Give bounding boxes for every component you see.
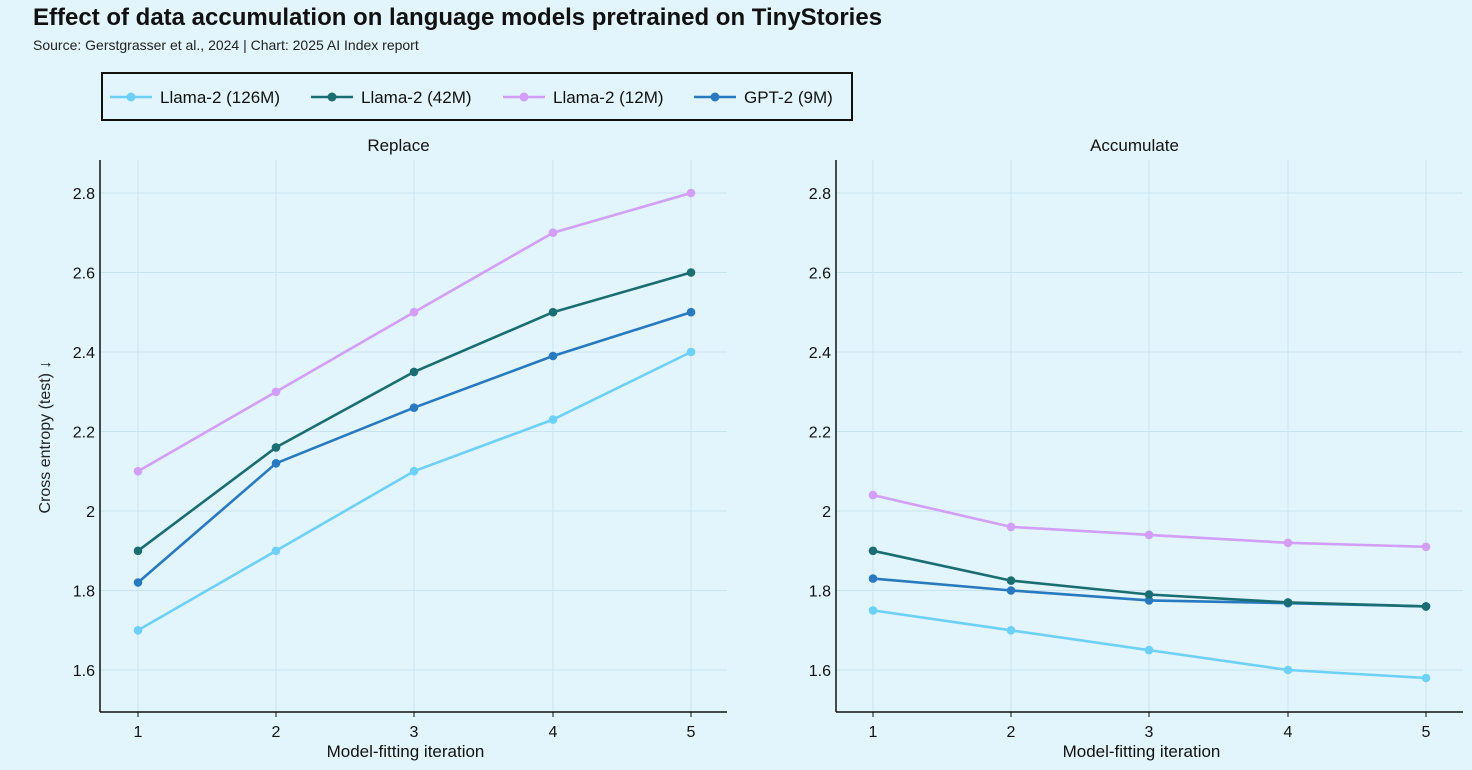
y-tick-label: 2.8	[809, 186, 831, 203]
series-gpt-2-9m	[133, 307, 696, 587]
y-tick-label: 2.8	[73, 186, 95, 203]
series-llama-2-126m	[868, 606, 1431, 683]
legend-label-llama-2-12m: Llama-2 (12M)	[553, 88, 664, 107]
data-point-gpt-2-9m	[409, 403, 419, 413]
legend: Llama-2 (126M) Llama-2 (42M) Llama-2 (12M)…	[101, 72, 853, 121]
legend-item-llama-2-126m: Llama-2 (126M)	[110, 88, 280, 107]
data-point-llama-2-126m	[271, 546, 281, 556]
data-point-llama-2-12m	[1421, 542, 1431, 552]
data-point-llama-2-12m	[1006, 522, 1016, 532]
data-point-llama-2-12m	[1283, 538, 1293, 548]
y-tick-label: 2.2	[73, 425, 95, 442]
legend-label-llama-2-42m: Llama-2 (42M)	[361, 88, 472, 107]
data-point-llama-2-126m	[1144, 645, 1154, 655]
panel-title: Replace	[367, 136, 429, 155]
legend-marker-llama-2-42m	[327, 92, 337, 102]
data-point-gpt-2-9m	[133, 578, 143, 587]
data-point-gpt-2-9m	[1006, 586, 1016, 595]
replace-panel: Replace 1.6 1.8 2 2.2 2.4 2.6 2.8 1 2 3 4 5 Model-fit…	[73, 136, 727, 761]
x-tick-label: 2	[1007, 724, 1016, 741]
data-point-llama-2-126m	[868, 606, 878, 615]
legend-item-gpt-2-9m: GPT-2 (9M)	[694, 88, 833, 107]
y-tick-label: 1.6	[73, 663, 95, 680]
chart-subtitle: Source: Gerstgrasser et al., 2024 | Char…	[33, 37, 419, 53]
x-tick-label: 4	[549, 724, 558, 741]
series-llama-2-126m	[133, 347, 696, 635]
chart-title: Effect of data accumulation on language …	[33, 4, 883, 31]
x-tick-label: 3	[1145, 724, 1154, 741]
series-llama-2-12m	[133, 188, 696, 476]
x-axis-label: Model-fitting iteration	[327, 742, 485, 761]
data-point-llama-2-42m	[133, 546, 143, 556]
series-llama-2-42m	[133, 268, 696, 556]
x-tick-label: 4	[1284, 724, 1293, 741]
y-tick-label: 1.6	[809, 663, 831, 680]
data-point-llama-2-126m	[1006, 626, 1016, 635]
data-point-llama-2-12m	[548, 228, 558, 237]
legend-marker-llama-2-12m	[519, 92, 529, 102]
data-point-llama-2-42m	[409, 367, 419, 377]
y-axis-label: Cross entropy (test) ↓	[37, 361, 54, 514]
x-tick-label: 3	[410, 724, 419, 741]
y-tick-label: 1.8	[809, 584, 831, 601]
legend-item-llama-2-42m: Llama-2 (42M)	[311, 88, 472, 107]
legend-box	[101, 72, 853, 121]
data-point-llama-2-126m	[686, 347, 696, 357]
legend-item-llama-2-12m: Llama-2 (12M)	[503, 88, 664, 107]
data-point-llama-2-12m	[1144, 530, 1154, 540]
y-tick-label: 2.6	[809, 266, 831, 283]
panel-title: Accumulate	[1090, 136, 1179, 155]
x-axis-label: Model-fitting iteration	[1063, 742, 1221, 761]
y-tick-label: 2.2	[809, 425, 831, 442]
data-point-llama-2-126m	[1283, 665, 1293, 675]
data-point-gpt-2-9m	[868, 574, 878, 583]
x-tick-label: 5	[1422, 724, 1431, 741]
series-llama-2-12m	[868, 490, 1431, 552]
legend-label-gpt-2-9m: GPT-2 (9M)	[744, 88, 833, 107]
x-tick-label: 1	[134, 724, 143, 741]
data-point-llama-2-126m	[409, 466, 419, 476]
data-point-llama-2-42m	[868, 546, 878, 556]
y-tick-label: 2.6	[73, 266, 95, 283]
data-point-llama-2-12m	[409, 307, 419, 317]
y-tick-label: 2.4	[809, 345, 831, 362]
y-tick-label: 2	[86, 504, 95, 521]
data-point-llama-2-12m	[868, 490, 878, 500]
data-point-llama-2-42m	[1421, 602, 1431, 611]
x-tick-label: 1	[869, 724, 878, 741]
accumulate-panel: Accumulate 1.6 1.8 2 2.2 2.4 2.6 2.8 1 2 3 4 5 Model-…	[809, 136, 1463, 761]
data-point-gpt-2-9m	[686, 307, 696, 317]
series-llama-2-42m	[868, 546, 1431, 611]
data-point-gpt-2-9m	[271, 459, 281, 468]
x-tick-label: 2	[272, 724, 281, 741]
data-point-llama-2-126m	[548, 415, 558, 424]
x-tick-label: 5	[687, 724, 696, 741]
data-point-gpt-2-9m	[548, 351, 558, 361]
y-tick-label: 1.8	[73, 584, 95, 601]
legend-marker-gpt-2-9m	[710, 92, 720, 102]
data-point-llama-2-42m	[1006, 576, 1016, 585]
data-point-llama-2-12m	[133, 466, 143, 476]
data-point-llama-2-42m	[686, 268, 696, 277]
legend-label-llama-2-126m: Llama-2 (126M)	[160, 88, 280, 107]
data-point-llama-2-126m	[133, 626, 143, 635]
data-point-llama-2-42m	[271, 443, 281, 452]
data-point-llama-2-42m	[1144, 590, 1154, 599]
data-point-llama-2-42m	[1283, 598, 1293, 607]
legend-marker-llama-2-126m	[126, 92, 136, 102]
data-point-llama-2-126m	[1421, 673, 1431, 683]
y-tick-label: 2	[822, 504, 831, 521]
y-tick-label: 2.4	[73, 345, 95, 362]
data-point-gpt-2-9m	[1144, 596, 1154, 605]
data-point-llama-2-12m	[271, 387, 281, 397]
data-point-llama-2-42m	[548, 307, 558, 317]
data-point-llama-2-12m	[686, 188, 696, 198]
